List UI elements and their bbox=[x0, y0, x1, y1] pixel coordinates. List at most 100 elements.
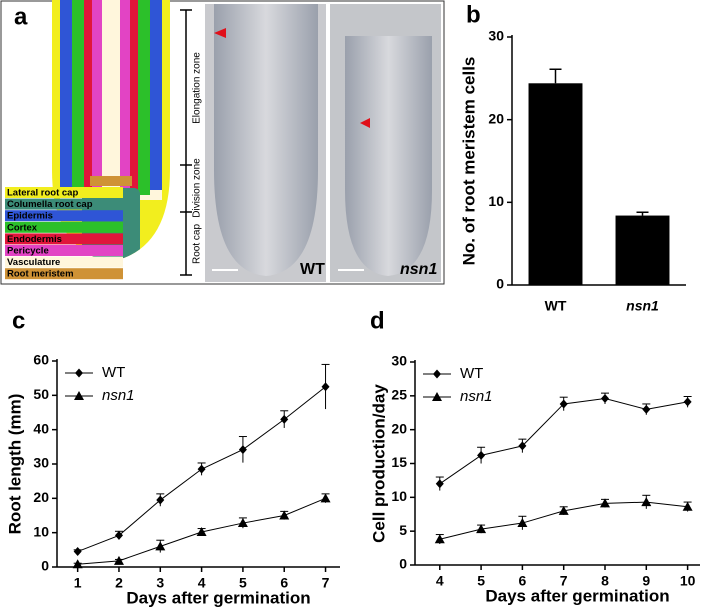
marker bbox=[601, 394, 609, 404]
legend-label: nsn1 bbox=[102, 387, 135, 404]
marker bbox=[73, 547, 82, 557]
panel-label: c bbox=[12, 307, 25, 334]
y-axis-label: Root length (mm) bbox=[5, 394, 24, 535]
x-tick-label: 5 bbox=[477, 573, 485, 589]
marker bbox=[600, 498, 610, 508]
legend-swatch bbox=[5, 198, 123, 210]
arrowhead bbox=[360, 118, 370, 128]
y-tick-label: 25 bbox=[391, 387, 407, 403]
zone-label: Division zone bbox=[192, 158, 203, 218]
legend-label: nsn1 bbox=[460, 388, 493, 405]
y-axis-label: Cell production/day bbox=[369, 384, 388, 543]
marker bbox=[642, 404, 651, 414]
x-tick-label: 7 bbox=[560, 573, 568, 589]
marker bbox=[682, 501, 693, 511]
y-tick-label: 0 bbox=[41, 558, 49, 574]
bar bbox=[615, 215, 670, 285]
marker bbox=[477, 450, 486, 460]
legend-label: WT bbox=[460, 365, 483, 382]
panel-label: a bbox=[14, 3, 28, 30]
legend-label: WT bbox=[102, 364, 125, 381]
y-tick-label: 15 bbox=[391, 454, 407, 470]
y-tick-label: 40 bbox=[33, 420, 49, 436]
y-tick-label: 10 bbox=[391, 488, 407, 504]
y-tick-label: 5 bbox=[399, 522, 407, 538]
legend-label: Endodermis bbox=[7, 234, 62, 245]
marker bbox=[156, 495, 165, 505]
marker bbox=[559, 399, 568, 409]
marker bbox=[114, 530, 123, 540]
marker bbox=[238, 445, 247, 455]
y-tick-label: 10 bbox=[33, 523, 49, 539]
y-tick-label: 10 bbox=[488, 193, 504, 209]
marker bbox=[280, 414, 289, 424]
x-tick-label: 6 bbox=[518, 573, 526, 589]
legend-swatch bbox=[5, 221, 123, 233]
marker bbox=[435, 479, 444, 489]
panel-label: d bbox=[370, 307, 385, 334]
root-image bbox=[345, 36, 432, 276]
x-axis-label: Days after germination bbox=[126, 588, 310, 607]
x-tick-label: WT bbox=[545, 298, 567, 314]
marker bbox=[237, 518, 248, 528]
x-tick-label: 4 bbox=[198, 575, 206, 591]
y-tick-label: 0 bbox=[399, 556, 407, 572]
legend-label: Cortex bbox=[7, 222, 38, 233]
x-tick-label: 2 bbox=[115, 575, 123, 591]
x-tick-label: 9 bbox=[642, 573, 650, 589]
legend-label: Epidermis bbox=[7, 211, 53, 222]
marker bbox=[433, 369, 441, 379]
legend-swatch bbox=[5, 256, 123, 268]
marker bbox=[558, 505, 569, 515]
y-tick-label: 20 bbox=[488, 110, 504, 126]
image-label: nsn1 bbox=[400, 261, 437, 278]
marker bbox=[432, 392, 442, 401]
x-tick-label: 7 bbox=[322, 575, 330, 591]
marker bbox=[641, 497, 652, 507]
legend-label: Vasculature bbox=[7, 257, 60, 268]
x-axis-label: Days after germination bbox=[485, 586, 669, 605]
marker bbox=[196, 526, 207, 536]
legend-swatch bbox=[5, 268, 123, 280]
zone-label: Root cap bbox=[192, 224, 203, 264]
y-tick-label: 30 bbox=[488, 28, 504, 44]
marker bbox=[279, 510, 290, 520]
y-tick-label: 60 bbox=[33, 352, 49, 368]
marker bbox=[518, 441, 527, 451]
marker bbox=[320, 493, 331, 503]
legend-swatch bbox=[5, 245, 123, 256]
legend-swatch bbox=[5, 233, 123, 245]
x-tick-label: 3 bbox=[156, 575, 164, 591]
y-axis-label: No. of root meristem cells bbox=[459, 57, 478, 266]
legend-swatch bbox=[5, 210, 123, 222]
marker bbox=[321, 382, 330, 392]
x-tick-label: nsn1 bbox=[626, 298, 659, 314]
marker bbox=[72, 559, 83, 569]
marker bbox=[74, 391, 84, 400]
zone-label: Elongation zone bbox=[192, 52, 203, 124]
x-tick-label: 10 bbox=[680, 573, 696, 589]
marker bbox=[476, 524, 487, 534]
y-tick-label: 20 bbox=[33, 489, 49, 505]
x-tick-label: 6 bbox=[280, 575, 288, 591]
y-tick-label: 30 bbox=[391, 353, 407, 369]
legend-label: Root meristem bbox=[7, 269, 74, 280]
marker bbox=[155, 541, 166, 551]
x-tick-label: 5 bbox=[239, 575, 247, 591]
marker bbox=[197, 464, 206, 474]
y-tick-label: 0 bbox=[496, 276, 504, 292]
series-line bbox=[439, 398, 688, 485]
y-tick-label: 20 bbox=[391, 420, 407, 436]
image-label: WT bbox=[300, 261, 325, 278]
legend-label: Columella root cap bbox=[7, 199, 93, 210]
zone-bracket bbox=[180, 9, 192, 276]
panel-label: b bbox=[466, 1, 481, 28]
x-tick-label: 4 bbox=[436, 573, 444, 589]
marker bbox=[75, 368, 83, 378]
y-tick-label: 30 bbox=[33, 455, 49, 471]
bar bbox=[528, 83, 583, 285]
legend-swatch bbox=[5, 187, 123, 198]
marker bbox=[113, 555, 124, 565]
legend-label: Pericycle bbox=[7, 246, 49, 257]
